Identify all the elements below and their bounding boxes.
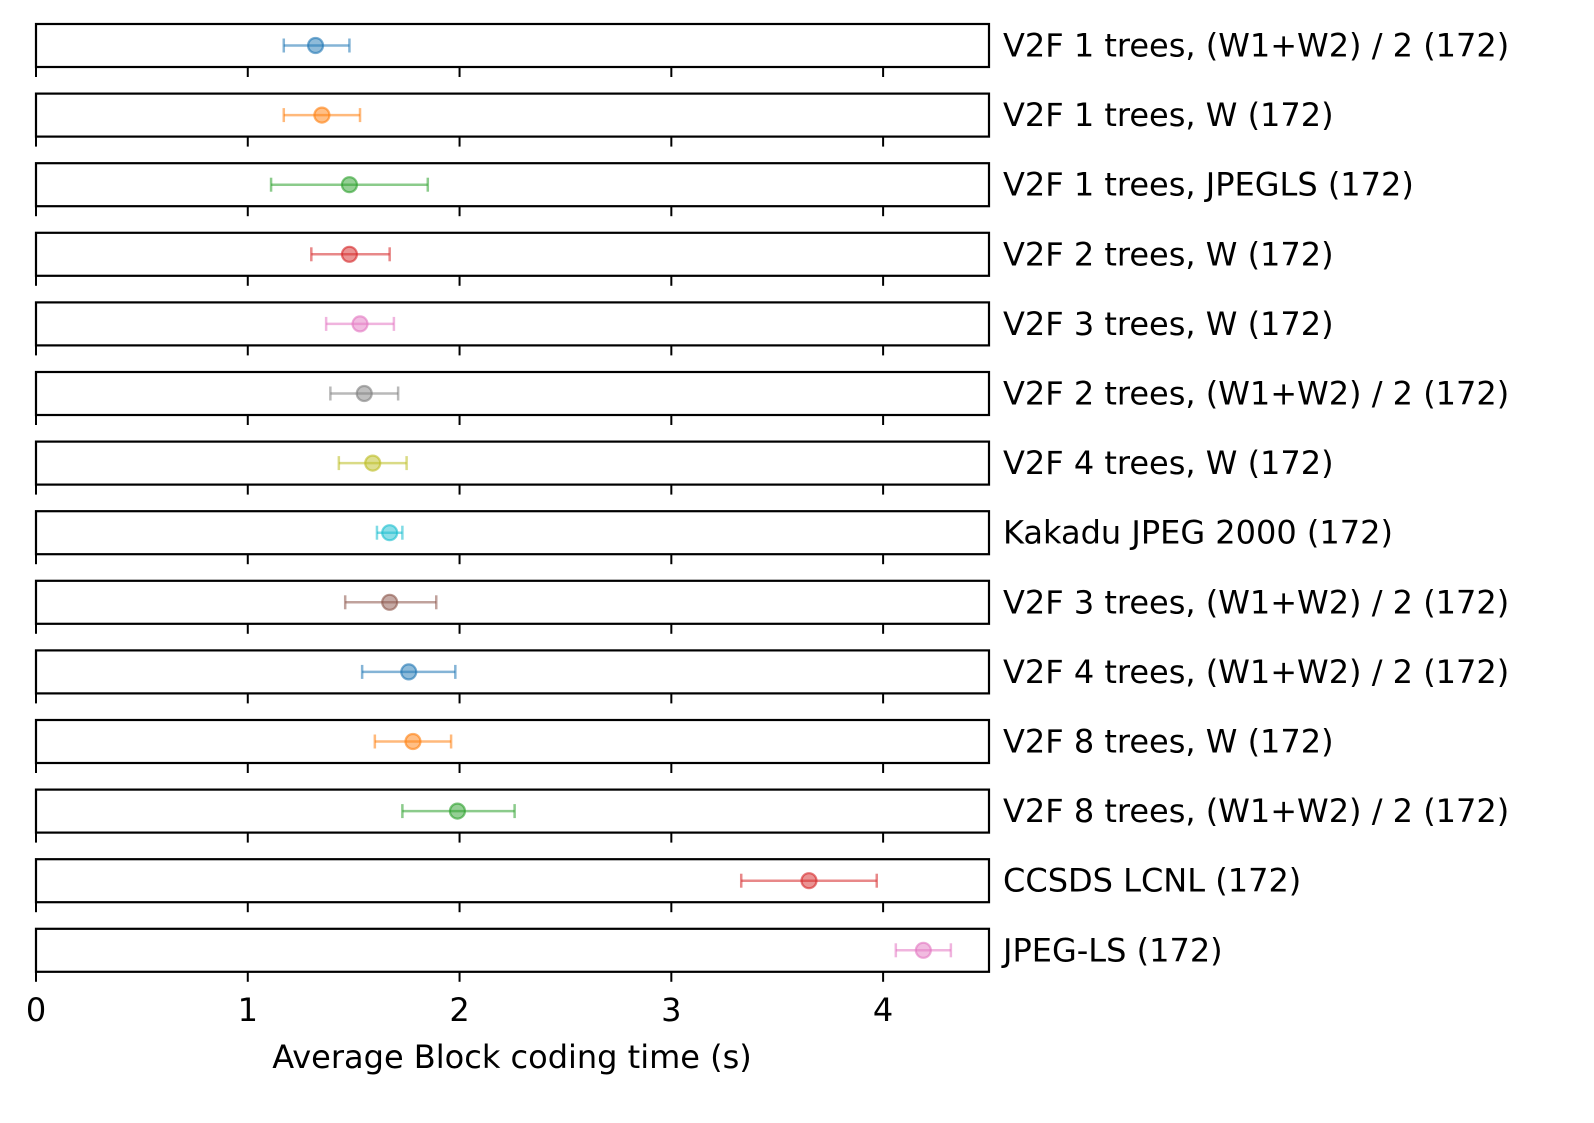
row-11: V2F 8 trees, (W1+W2) / 2 (172) xyxy=(34,788,1509,843)
row-frame xyxy=(34,92,991,138)
row-frame xyxy=(34,301,991,347)
row-4: V2F 3 trees, W (172) xyxy=(34,301,1334,356)
row-9: V2F 4 trees, (W1+W2) / 2 (172) xyxy=(34,649,1509,704)
row-label: V2F 8 trees, W (172) xyxy=(1003,723,1334,761)
row-10: V2F 8 trees, W (172) xyxy=(34,718,1334,773)
mean-point xyxy=(351,315,369,333)
row-12: CCSDS LCNL (172) xyxy=(34,858,1301,913)
x-tick-label: 0 xyxy=(26,991,46,1029)
row-1: V2F 1 trees, W (172) xyxy=(34,92,1334,147)
mean-point xyxy=(355,384,373,403)
row-label: V2F 2 trees, W (172) xyxy=(1003,235,1334,273)
row-7: Kakadu JPEG 2000 (172) xyxy=(34,510,1393,565)
mean-point xyxy=(364,454,382,472)
mean-point xyxy=(381,593,399,611)
row-label: V2F 4 trees, W (172) xyxy=(1003,444,1334,482)
row-frame xyxy=(34,440,991,486)
row-frame xyxy=(34,927,991,973)
row-frame xyxy=(34,788,991,834)
row-frame xyxy=(34,649,991,695)
row-frame xyxy=(34,22,991,69)
row-label: V2F 3 trees, (W1+W2) / 2 (172) xyxy=(1003,583,1509,621)
x-tick-label: 1 xyxy=(238,991,258,1029)
mean-point xyxy=(313,106,331,124)
row-label: V2F 1 trees, (W1+W2) / 2 (172) xyxy=(1003,27,1509,65)
mean-point xyxy=(448,802,467,820)
row-8: V2F 3 trees, (W1+W2) / 2 (172) xyxy=(34,579,1509,634)
row-frame xyxy=(34,162,991,208)
x-tick-label: 2 xyxy=(449,991,469,1029)
row-frame xyxy=(34,718,991,765)
row-label: V2F 3 trees, W (172) xyxy=(1003,305,1334,343)
row-frame xyxy=(34,231,991,277)
row-label: V2F 1 trees, JPEGLS (172) xyxy=(1003,166,1414,204)
row-frame xyxy=(34,370,991,417)
x-axis: 0 1 2 3 4 xyxy=(26,991,893,1029)
mean-point xyxy=(340,176,359,194)
row-13: JPEG-LS (172) xyxy=(34,927,1223,982)
row-frame xyxy=(34,510,991,556)
row-label: V2F 1 trees, W (172) xyxy=(1003,96,1334,134)
x-tick-label: 3 xyxy=(661,991,681,1029)
row-frame xyxy=(34,858,991,904)
mean-point xyxy=(340,245,359,263)
mean-point xyxy=(404,732,422,751)
x-tick-label: 4 xyxy=(873,991,893,1029)
chart-rows: V2F 1 trees, (W1+W2) / 2 (172) V2F 1 tree… xyxy=(34,22,1509,982)
mean-point xyxy=(306,36,325,55)
row-label: V2F 8 trees, (W1+W2) / 2 (172) xyxy=(1003,792,1509,830)
row-3: V2F 2 trees, W (172) xyxy=(34,231,1334,286)
row-frame xyxy=(34,579,991,625)
row-5: V2F 2 trees, (W1+W2) / 2 (172) xyxy=(34,370,1509,425)
row-0: V2F 1 trees, (W1+W2) / 2 (172) xyxy=(34,22,1509,77)
row-label: V2F 2 trees, (W1+W2) / 2 (172) xyxy=(1003,375,1509,413)
row-label: JPEG-LS (172) xyxy=(1001,931,1223,969)
row-2: V2F 1 trees, JPEGLS (172) xyxy=(34,162,1414,217)
mean-point xyxy=(914,941,932,959)
row-label: V2F 4 trees, (W1+W2) / 2 (172) xyxy=(1003,653,1509,691)
row-label: CCSDS LCNL (172) xyxy=(1003,862,1301,900)
x-axis-label: Average Block coding time (s) xyxy=(272,1038,752,1076)
mean-point xyxy=(800,872,818,890)
row-label: Kakadu JPEG 2000 (172) xyxy=(1003,514,1393,552)
mean-point xyxy=(381,524,399,542)
row-6: V2F 4 trees, W (172) xyxy=(34,440,1334,495)
mean-point xyxy=(400,663,418,681)
